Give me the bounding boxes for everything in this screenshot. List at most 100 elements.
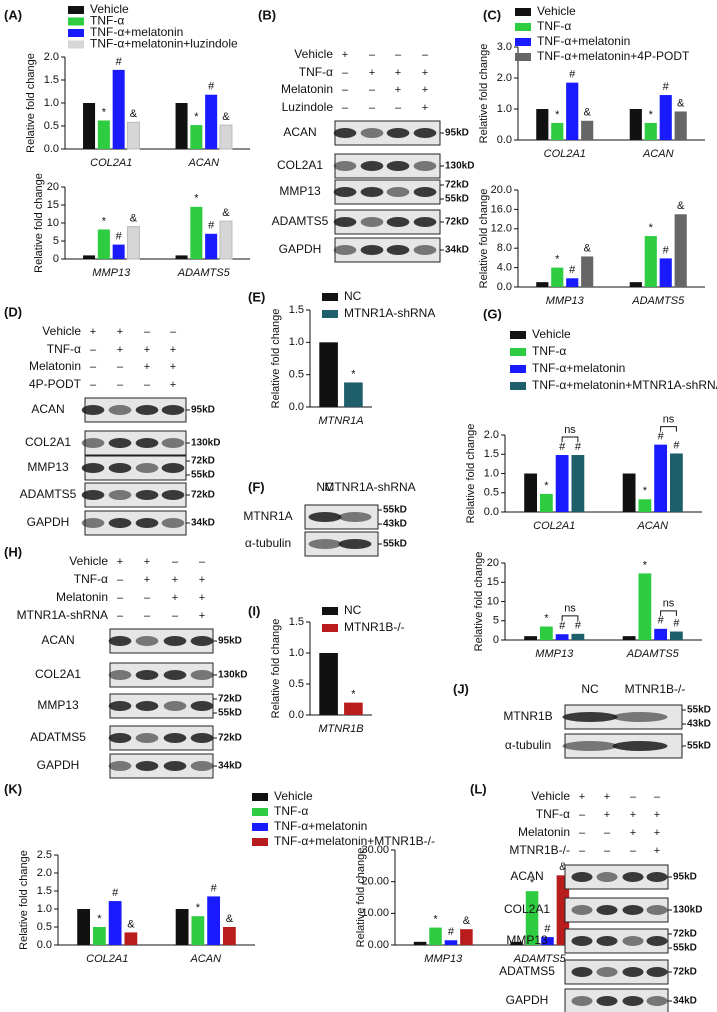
condition-sign: – (117, 379, 124, 391)
bar-annotation: & (677, 97, 685, 109)
marker-label: 55kD (383, 539, 407, 550)
blot-band (596, 996, 618, 1006)
condition-sign: – (422, 49, 429, 61)
x-tick-label: MMP13 (546, 295, 585, 307)
y-tick-label: 15 (487, 576, 499, 588)
legend-label: TNF-α (537, 19, 571, 33)
y-tick-label: 1.0 (497, 103, 512, 115)
condition-sign: – (395, 49, 402, 61)
y-tick-label: 2.0 (497, 72, 512, 84)
marker-label: 72kD (218, 733, 242, 744)
blot-band (622, 996, 644, 1006)
x-tick-label: ACAN (642, 148, 674, 160)
y-tick-label: 3.0 (497, 41, 512, 53)
bar (175, 255, 188, 259)
blot-band (108, 636, 132, 646)
blot-band (190, 761, 214, 771)
y-tick-label: 1.5 (37, 885, 52, 897)
bar (190, 125, 203, 149)
blot-band (161, 405, 185, 415)
blot-band (81, 463, 105, 473)
y-tick-label: 0.0 (37, 939, 52, 951)
y-tick-label: 1.5 (484, 448, 499, 460)
band-label: COL2A1 (25, 435, 71, 449)
y-tick-label: 10 (47, 217, 59, 229)
y-tick-label: 10 (487, 595, 499, 607)
panel-label: (D) (4, 304, 22, 319)
condition-sign: – (144, 379, 151, 391)
bar (555, 455, 569, 512)
band-label: MMP13 (506, 933, 548, 947)
blot-band (360, 245, 384, 255)
condition-sign: + (117, 326, 123, 338)
condition-sign: – (630, 791, 637, 803)
y-axis-label: Relative fold change (465, 424, 477, 524)
y-tick-label: 10.00 (361, 907, 389, 919)
y-tick-label: 0.0 (497, 281, 512, 293)
y-tick-label: 1.0 (44, 97, 59, 109)
blot-band (135, 405, 159, 415)
bar-annotation: # (673, 439, 680, 451)
band-label: MMP13 (27, 460, 69, 474)
marker-label: 72kD (673, 967, 697, 978)
blot-band (81, 518, 105, 528)
condition-sign: + (90, 326, 96, 338)
marker-label: 34kD (218, 761, 242, 772)
bar (525, 891, 539, 945)
bar-annotation: & (559, 861, 567, 873)
blot-band (333, 128, 357, 138)
x-tick-label: MTNR1B (318, 723, 363, 735)
x-tick-label: MMP13 (424, 953, 463, 965)
condition-sign: – (342, 102, 349, 114)
condition-sign: + (172, 592, 178, 604)
bar (654, 444, 668, 512)
y-tick-label: 0.5 (289, 369, 304, 381)
legend-label: TNF-α+melatonin (532, 361, 625, 375)
bar-annotation: # (658, 431, 665, 443)
blot-band (360, 161, 384, 171)
legend-label: TNF-α+melatonin (90, 25, 183, 39)
condition-sign: – (144, 592, 151, 604)
blot-band (571, 936, 593, 946)
condition-sign: + (342, 49, 348, 61)
x-tick-label: COL2A1 (544, 148, 586, 160)
bar (319, 342, 338, 407)
blot-band (333, 187, 357, 197)
condition-sign: – (395, 102, 402, 114)
y-tick-label: 0.5 (44, 120, 59, 132)
legend-label: TNF-α+melatonin+MTNR1B-/- (274, 834, 435, 848)
blot-band (163, 761, 187, 771)
marker-label: 72kD (445, 217, 469, 228)
y-tick-label: 12.0 (491, 223, 512, 235)
condition-label: TNF-α (299, 65, 333, 79)
blot-band (571, 905, 593, 915)
blot-band (646, 905, 668, 915)
bar (524, 473, 538, 512)
y-tick-label: 1.0 (289, 336, 304, 348)
band-label: ADAMTS5 (272, 214, 329, 228)
bar-annotation: * (433, 913, 438, 925)
blot-band (360, 128, 384, 138)
bar (344, 382, 363, 407)
blot-band (612, 741, 668, 751)
condition-label: TNF-α (47, 342, 81, 356)
y-tick-label: 2.0 (37, 867, 52, 879)
condition-sign: – (117, 592, 124, 604)
band-label: ACAN (31, 402, 64, 416)
y-tick-label: 2.0 (484, 429, 499, 441)
legend-label: TNF-α+melatonin (537, 34, 630, 48)
band-label: GAPDH (27, 515, 70, 529)
bar-annotation: * (544, 612, 549, 624)
bar (581, 120, 594, 140)
blot-band (413, 245, 437, 255)
blot-band (108, 518, 132, 528)
blot-band (108, 438, 132, 448)
marker-label: 72kD (191, 456, 215, 467)
blot-band (333, 161, 357, 171)
band-label: GAPDH (506, 993, 549, 1007)
bar-annotation: # (575, 620, 582, 632)
marker-label: 55kD (687, 705, 711, 716)
y-tick-label: 5 (53, 235, 59, 247)
condition-sign: – (90, 344, 97, 356)
legend-swatch (510, 331, 526, 339)
